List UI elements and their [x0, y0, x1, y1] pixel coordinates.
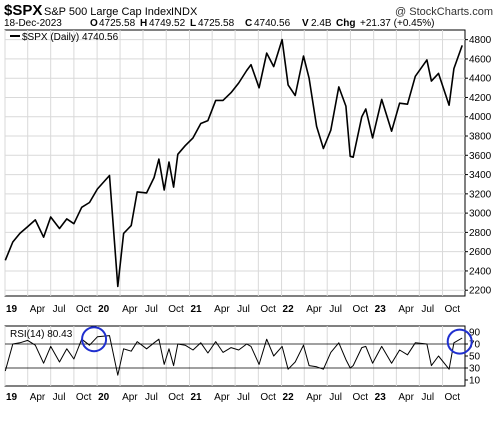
- rsi-x-tick-label: Oct: [76, 392, 92, 403]
- rsi-x-tick-label: Apr: [306, 392, 322, 403]
- price-y-tick-label: 3400: [469, 170, 492, 181]
- price-x-tick-label: 19: [6, 304, 18, 315]
- ohlc-readout: O 4725.58 H 4749.52 L 4725.58 C 4740.56 …: [90, 18, 435, 29]
- price-grid: [4, 30, 465, 296]
- price-y-tick-label: 3200: [469, 189, 492, 200]
- high-value: 4749.52: [149, 18, 186, 29]
- rsi-x-tick-label: Oct: [168, 392, 184, 403]
- volume-value: 2.4B: [311, 18, 332, 29]
- open-value: 4725.58: [99, 18, 136, 29]
- price-x-tick-label: Oct: [445, 304, 461, 315]
- price-y-tick-label: 2200: [469, 286, 492, 297]
- price-legend-label: $SPX (Daily) 4740.56: [22, 32, 119, 43]
- rsi-y-tick-label: 10: [469, 376, 481, 387]
- price-x-tick-label: 21: [190, 304, 202, 315]
- price-x-tick-label: Jul: [237, 304, 250, 315]
- rsi-x-tick-label: 20: [98, 392, 110, 403]
- rsi-x-tick-label: Jul: [329, 392, 342, 403]
- exchange-label: INDX: [171, 6, 198, 18]
- rsi-x-tick-label: 22: [283, 392, 295, 403]
- rsi-x-tick-label: Oct: [352, 392, 368, 403]
- rsi-series-line: [4, 335, 463, 376]
- rsi-x-axis: 19 Apr Jul Oct 20 Apr Jul Oct 21 Apr Jul Oct 22 Apr Ju…: [6, 392, 460, 403]
- rsi-highlight-circle: [446, 328, 473, 355]
- rsi-x-tick-label: Jul: [237, 392, 250, 403]
- price-y-tick-label: 4400: [469, 74, 492, 85]
- price-y-tick-label: 3600: [469, 151, 492, 162]
- rsi-legend: RSI(14) 80.43: [10, 329, 73, 340]
- price-x-tick-label: Oct: [352, 304, 368, 315]
- price-x-tick-label: Apr: [306, 304, 322, 315]
- price-x-tick-label: Apr: [30, 304, 46, 315]
- rsi-x-tick-label: Oct: [445, 392, 461, 403]
- rsi-x-tick-label: 23: [375, 392, 387, 403]
- price-y-tick-label: 4800: [469, 35, 492, 46]
- price-x-tick-label: Apr: [214, 304, 230, 315]
- rsi-x-tick-label: 21: [190, 392, 202, 403]
- rsi-x-tick-label: 19: [6, 392, 18, 403]
- rsi-y-tick-label: 90: [469, 328, 481, 339]
- watermark: @ StockCharts.com: [395, 6, 493, 18]
- rsi-x-tick-label: Jul: [53, 392, 66, 403]
- price-x-tick-label: Oct: [168, 304, 184, 315]
- rsi-highlight-circle: [81, 326, 108, 353]
- price-y-axis: 2200 2400 2600 2800 3000 3200 3400 3600 3800 4000…: [465, 35, 492, 297]
- open-label: O: [90, 18, 98, 29]
- price-y-tick-label: 3800: [469, 132, 492, 143]
- price-x-tick-label: 22: [283, 304, 295, 315]
- rsi-x-tick-label: Apr: [214, 392, 230, 403]
- rsi-x-tick-label: Apr: [30, 392, 46, 403]
- price-y-tick-label: 4200: [469, 93, 492, 104]
- close-value: 4740.56: [254, 18, 291, 29]
- price-x-tick-label: 20: [98, 304, 110, 315]
- price-y-tick-label: 4000: [469, 112, 492, 123]
- rsi-x-tick-label: Jul: [145, 392, 158, 403]
- price-y-tick-label: 2600: [469, 247, 492, 258]
- rsi-legend-label: RSI(14) 80.43: [10, 329, 73, 340]
- price-x-tick-label: Jul: [53, 304, 66, 315]
- price-x-tick-label: Jul: [329, 304, 342, 315]
- price-panel: 2200 2400 2600 2800 3000 3200 3400 3600 3800 4000…: [4, 29, 492, 297]
- quote-date: 18-Dec-2023: [4, 18, 62, 29]
- price-x-tick-label: Oct: [260, 304, 276, 315]
- price-legend: $SPX (Daily) 4740.56: [10, 32, 119, 43]
- price-series-line: [4, 38, 463, 288]
- rsi-x-tick-label: Apr: [398, 392, 414, 403]
- price-x-tick-label: Apr: [122, 304, 138, 315]
- high-label: H: [140, 18, 147, 29]
- price-x-tick-label: 23: [375, 304, 387, 315]
- rsi-x-tick-label: Jul: [421, 392, 434, 403]
- price-x-tick-label: Jul: [145, 304, 158, 315]
- price-y-tick-label: 2800: [469, 228, 492, 239]
- price-x-axis: 19 Apr Jul Oct 20 Apr Jul Oct 21 Apr Jul Oct 22 Apr Ju…: [6, 304, 460, 315]
- price-x-tick-label: Oct: [76, 304, 92, 315]
- rsi-y-tick-label: 70: [469, 340, 481, 351]
- change-value: +21.37 (+0.45%): [360, 18, 435, 29]
- price-x-tick-label: Apr: [398, 304, 414, 315]
- index-name: S&P 500 Large Cap Index: [44, 6, 172, 18]
- rsi-x-tick-label: Apr: [122, 392, 138, 403]
- low-value: 4725.58: [198, 18, 235, 29]
- price-y-tick-label: 2400: [469, 266, 492, 277]
- rsi-highlights: [81, 326, 473, 355]
- price-y-tick-label: 4600: [469, 54, 492, 65]
- change-label: Chg: [336, 18, 355, 29]
- low-label: L: [190, 18, 196, 29]
- close-label: C: [245, 18, 252, 29]
- volume-label: V: [302, 18, 309, 29]
- rsi-y-tick-label: 30: [469, 364, 481, 375]
- rsi-x-tick-label: Oct: [260, 392, 276, 403]
- rsi-y-tick-label: 50: [469, 352, 481, 363]
- price-x-tick-label: Jul: [421, 304, 434, 315]
- symbol-title: $SPX: [4, 2, 42, 19]
- price-y-tick-label: 3000: [469, 209, 492, 220]
